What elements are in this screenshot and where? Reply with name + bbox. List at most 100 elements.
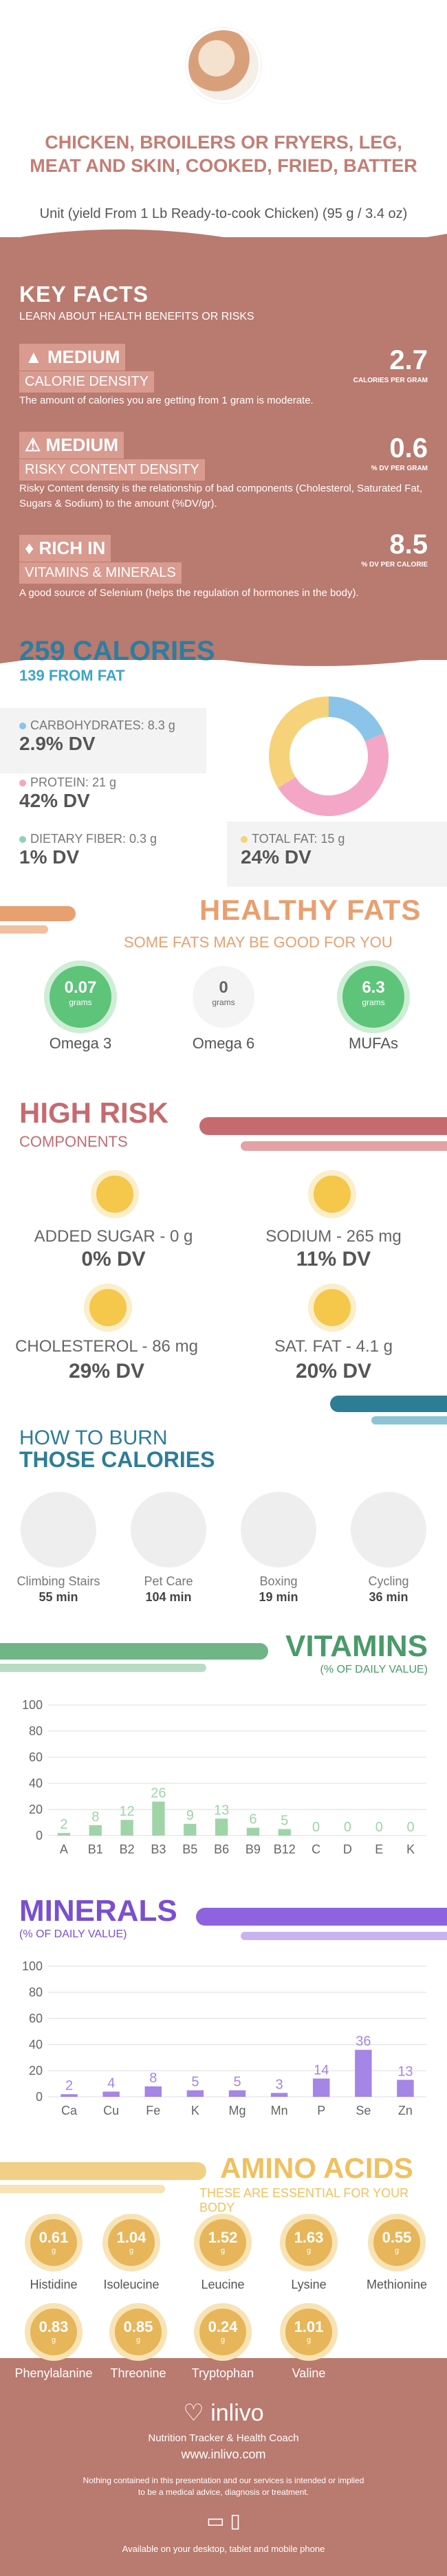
valine-unit: g — [306, 2336, 312, 2344]
vitamins-ytick: 60 — [29, 1750, 43, 1764]
minerals-value-label: 14 — [314, 2062, 329, 2078]
minerals-value-label: 4 — [107, 2076, 115, 2091]
omega3-value: 0.07 — [64, 978, 97, 997]
fat-dot — [241, 836, 248, 843]
tryptophan-value: 0.24 — [208, 2318, 238, 2335]
phenylalanine-name: Phenylalanine — [14, 2366, 93, 2380]
footer-disclaimer: Nothing contained in this presentation a… — [83, 2476, 364, 2497]
omega6-value: 0 — [219, 978, 228, 997]
risky-content-desc: Risky Content density is the relationshi… — [19, 483, 423, 509]
minerals-xtick: Zn — [398, 2104, 413, 2117]
protein-dot — [19, 780, 26, 786]
healthy-fats-title: HEALTHY FATS — [199, 894, 422, 926]
omega6-unit: grams — [212, 998, 235, 1007]
tryptophan-name: Tryptophan — [191, 2366, 254, 2380]
tryptophan-unit: g — [220, 2336, 226, 2344]
vitamins-xtick: B5 — [182, 1842, 197, 1856]
vitamins-minerals-level: ♦ RICH IN — [19, 535, 111, 562]
minerals-bar-zn — [397, 2080, 414, 2097]
valine-name: Valine — [292, 2366, 326, 2380]
minerals-bar-fe — [144, 2086, 162, 2097]
cycling-min: 36 min — [369, 1590, 408, 1604]
fiber-row: DIETARY FIBER: 0.3 g 1% DV — [19, 832, 157, 868]
vitamins-stripe-2 — [0, 1664, 206, 1672]
minerals-title: MINERALS — [19, 1894, 177, 1928]
fat-label: TOTAL FAT: 15 g — [252, 832, 345, 846]
climbing-stairs-icon — [21, 1492, 96, 1567]
fiber-label: DIETARY FIBER: 0.3 g — [30, 832, 157, 846]
isoleucine-value: 1.04 — [116, 2229, 146, 2246]
burn-title-line1: HOW TO BURN — [19, 1427, 168, 1449]
minerals-ytick: 80 — [29, 1985, 43, 1999]
phenylalanine-circle: 0.83 g — [30, 2309, 77, 2355]
warning-icon: ⚠ — [25, 434, 41, 455]
vitamins-bar-chart: 0 20 40 60 80 100 2 A 8 B1 12 B2 26 B3 9 B5 13 B6 6 B9 5 B12 0… — [22, 1698, 426, 1856]
burn-stripe-2 — [371, 1416, 447, 1424]
vitamins-value-label: 0 — [312, 1820, 320, 1835]
sat-fat-label: SAT. FAT - 4.1 g — [274, 1337, 393, 1356]
pet-care-name: Pet Care — [144, 1574, 193, 1588]
vitamins-bar-b2 — [120, 1820, 133, 1836]
risky-content-level: ⚠ MEDIUM — [19, 432, 124, 459]
vitamins-xtick: B2 — [120, 1842, 135, 1856]
fat-dv: 24% DV — [241, 846, 312, 868]
phenylalanine-value: 0.83 — [39, 2318, 69, 2335]
vitamins-minerals-unit: % DV PER CALORIE — [361, 561, 428, 569]
minerals-xtick: Mg — [228, 2104, 246, 2117]
threonine-unit: g — [135, 2336, 141, 2344]
smile-face-icon — [314, 1176, 351, 1213]
added-sugar-label: ADDED SUGAR - 0 g — [34, 1227, 193, 1246]
fiber-dot — [19, 836, 26, 843]
minerals-value-label: 5 — [233, 2075, 241, 2090]
food-photo — [186, 27, 261, 103]
heart-logo-icon: ♡ — [183, 2400, 204, 2426]
lysine-name: Lysine — [291, 2278, 327, 2291]
sat-fat-dv: 20% DV — [295, 1360, 372, 1383]
lysine-circle: 1.63 g — [285, 2219, 332, 2266]
footer-brand[interactable]: ♡ inlivo — [183, 2400, 264, 2426]
vitamins-bar-b9 — [246, 1827, 260, 1836]
vitamins-bar-b12 — [278, 1829, 291, 1836]
isoleucine-unit: g — [129, 2247, 134, 2255]
vitamins-value-label: 8 — [91, 1809, 99, 1825]
histidine-unit: g — [51, 2247, 56, 2255]
methionine-unit: g — [394, 2247, 400, 2255]
vitamins-bar-b6 — [215, 1818, 228, 1836]
vitamins-xtick: C — [312, 1842, 320, 1856]
climbing-stairs-name: Climbing Stairs — [17, 1574, 100, 1588]
amino-stripe — [0, 2162, 206, 2180]
fat-band — [227, 822, 447, 887]
food-title: CHICKEN, BROILERS OR FRYERS, LEG, MEAT A… — [30, 132, 417, 176]
minerals-xtick: P — [317, 2104, 325, 2117]
footer-url[interactable]: www.inlivo.com — [181, 2447, 266, 2461]
valine-circle: 1.01 g — [285, 2309, 332, 2355]
calories-from-fat: 139 FROM FAT — [19, 667, 125, 684]
carbs-dv: 2.9% DV — [19, 733, 96, 754]
fiber-dv: 1% DV — [19, 846, 80, 868]
leucine-value: 1.52 — [208, 2229, 238, 2246]
minerals-bar-k — [186, 2090, 204, 2097]
vitamins-value-label: 13 — [214, 1803, 229, 1818]
carbs-row: CARBOHYDRATES: 8.3 g 2.9% DV — [19, 718, 175, 755]
vitamins-minerals-name: VITAMINS & MINERALS — [19, 562, 182, 584]
histidine-value: 0.61 — [39, 2229, 69, 2246]
methionine-name: Methionine — [366, 2278, 428, 2291]
minerals-stripe — [196, 1908, 447, 1926]
methionine-circle: 0.55 g — [373, 2219, 420, 2266]
minerals-value-label: 8 — [149, 2071, 157, 2086]
vitamins-xtick: E — [375, 1842, 383, 1856]
climbing-stairs-min: 55 min — [39, 1590, 78, 1604]
minerals-xtick: Ca — [61, 2104, 78, 2117]
leucine-name: Leucine — [201, 2278, 245, 2291]
key-facts-title: KEY FACTS — [19, 282, 149, 307]
pet-care-min: 104 min — [145, 1590, 192, 1604]
vitamins-value-label: 26 — [151, 1786, 166, 1801]
mufas-value: 6.3 — [362, 978, 385, 997]
carbs-dot — [19, 723, 26, 729]
vitamins-minerals-value: 8.5 — [389, 529, 428, 560]
footer-tagline: Nutrition Tracker & Health Coach — [148, 2432, 299, 2444]
amino-subtitle: THESE ARE ESSENTIAL FOR YOUR BODY — [199, 2186, 409, 2214]
protein-label: PROTEIN: 21 g — [30, 775, 117, 789]
minerals-bar-chart: 0 20 40 60 80 100 2 Ca 4 Cu 8 Fe 5 K 5 Mg 3 Mn 14 P 36 Se 13 Zn — [22, 1959, 426, 2117]
happy-face-icon — [96, 1176, 133, 1213]
